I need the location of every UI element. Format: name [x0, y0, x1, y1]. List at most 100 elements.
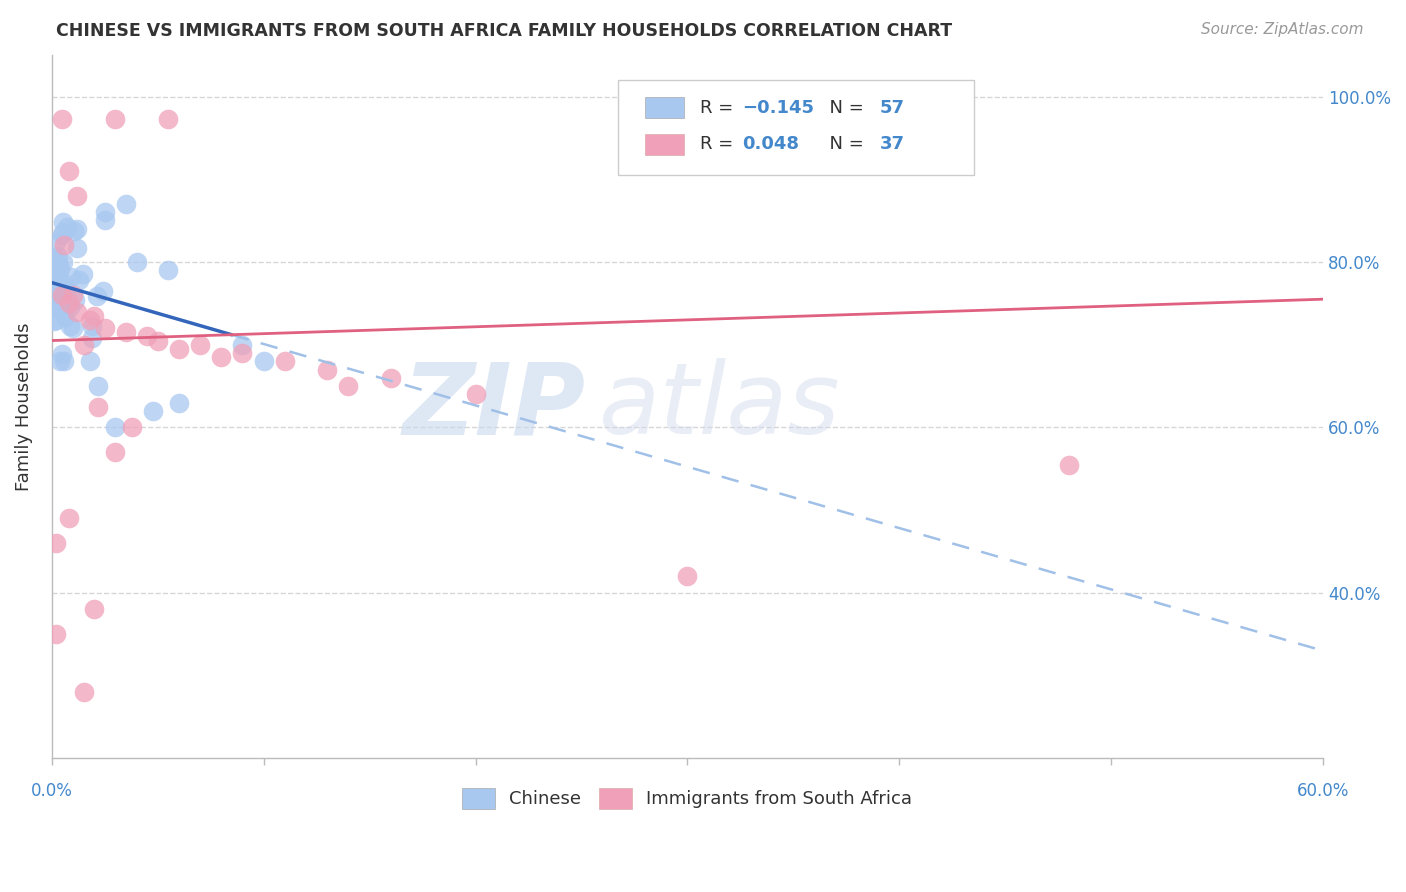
Point — [82, 331, 104, 345]
Point — [53, 304, 76, 318]
Point — [91, 284, 114, 298]
Text: R =: R = — [700, 99, 740, 117]
Point — [66, 188, 89, 202]
Point — [79, 313, 101, 327]
Text: 37: 37 — [879, 136, 904, 153]
Point — [125, 255, 148, 269]
Point — [45, 235, 67, 249]
Point — [55, 288, 77, 302]
Point — [48, 279, 70, 293]
Text: N =: N = — [818, 99, 870, 117]
Point — [188, 337, 211, 351]
Point — [60, 270, 83, 285]
Point — [53, 277, 76, 292]
Legend: Chinese, Immigrants from South Africa: Chinese, Immigrants from South Africa — [456, 780, 920, 816]
Point — [51, 293, 73, 307]
Point — [42, 301, 65, 315]
Point — [58, 164, 80, 178]
Point — [48, 354, 70, 368]
Point — [49, 287, 72, 301]
Point — [231, 337, 253, 351]
Point — [86, 289, 108, 303]
FancyBboxPatch shape — [617, 79, 973, 175]
Point — [87, 400, 110, 414]
Point — [142, 404, 165, 418]
Point — [45, 313, 67, 327]
Point — [167, 395, 190, 409]
Text: ZIP: ZIP — [402, 359, 586, 455]
Point — [66, 222, 89, 236]
Point — [157, 112, 180, 126]
Point — [51, 288, 73, 302]
Point — [82, 318, 104, 333]
Point — [45, 536, 67, 550]
Point — [87, 379, 110, 393]
Point — [52, 225, 75, 239]
Point — [104, 420, 127, 434]
Point — [72, 337, 94, 351]
Point — [58, 296, 80, 310]
Point — [93, 212, 115, 227]
Point — [42, 271, 65, 285]
Point — [52, 214, 75, 228]
Point — [65, 293, 87, 307]
Text: N =: N = — [818, 136, 870, 153]
Point — [253, 354, 276, 368]
Point — [274, 354, 297, 368]
Point — [380, 371, 402, 385]
Point — [209, 350, 232, 364]
Point — [51, 279, 73, 293]
Point — [72, 267, 94, 281]
Text: 0.048: 0.048 — [742, 136, 799, 153]
Point — [167, 342, 190, 356]
Point — [56, 220, 79, 235]
Point — [52, 354, 75, 368]
Point — [53, 238, 76, 252]
Point — [1057, 458, 1080, 472]
Point — [67, 273, 90, 287]
Bar — [645, 134, 683, 155]
Point — [58, 511, 80, 525]
Point — [93, 321, 115, 335]
Point — [62, 321, 84, 335]
Text: −0.145: −0.145 — [742, 99, 814, 117]
Point — [46, 249, 69, 263]
Text: R =: R = — [700, 136, 740, 153]
Point — [136, 329, 159, 343]
Point — [46, 268, 69, 283]
Text: Source: ZipAtlas.com: Source: ZipAtlas.com — [1201, 22, 1364, 37]
Point — [115, 326, 138, 340]
Point — [59, 319, 82, 334]
Point — [51, 293, 73, 308]
Point — [316, 362, 339, 376]
Point — [45, 627, 67, 641]
Point — [52, 255, 75, 269]
Point — [48, 260, 70, 275]
Y-axis label: Family Households: Family Households — [15, 323, 32, 491]
Point — [79, 354, 101, 368]
Bar — [645, 97, 683, 119]
Text: 0.0%: 0.0% — [31, 781, 73, 799]
Point — [157, 263, 180, 277]
Text: 60.0%: 60.0% — [1296, 781, 1350, 799]
Text: CHINESE VS IMMIGRANTS FROM SOUTH AFRICA FAMILY HOUSEHOLDS CORRELATION CHART: CHINESE VS IMMIGRANTS FROM SOUTH AFRICA … — [56, 22, 952, 40]
Point — [676, 569, 699, 583]
Point — [53, 310, 76, 325]
Point — [46, 254, 69, 268]
Point — [66, 304, 89, 318]
Point — [51, 347, 73, 361]
Point — [72, 685, 94, 699]
Point — [83, 602, 105, 616]
Point — [337, 379, 360, 393]
Point — [62, 224, 84, 238]
Point — [65, 241, 87, 255]
Text: atlas: atlas — [599, 359, 839, 455]
Text: 57: 57 — [879, 99, 904, 117]
Point — [115, 197, 138, 211]
Point — [104, 445, 127, 459]
Point — [104, 112, 127, 126]
Point — [83, 309, 105, 323]
Point — [46, 255, 69, 269]
Point — [45, 253, 67, 268]
Point — [62, 288, 84, 302]
